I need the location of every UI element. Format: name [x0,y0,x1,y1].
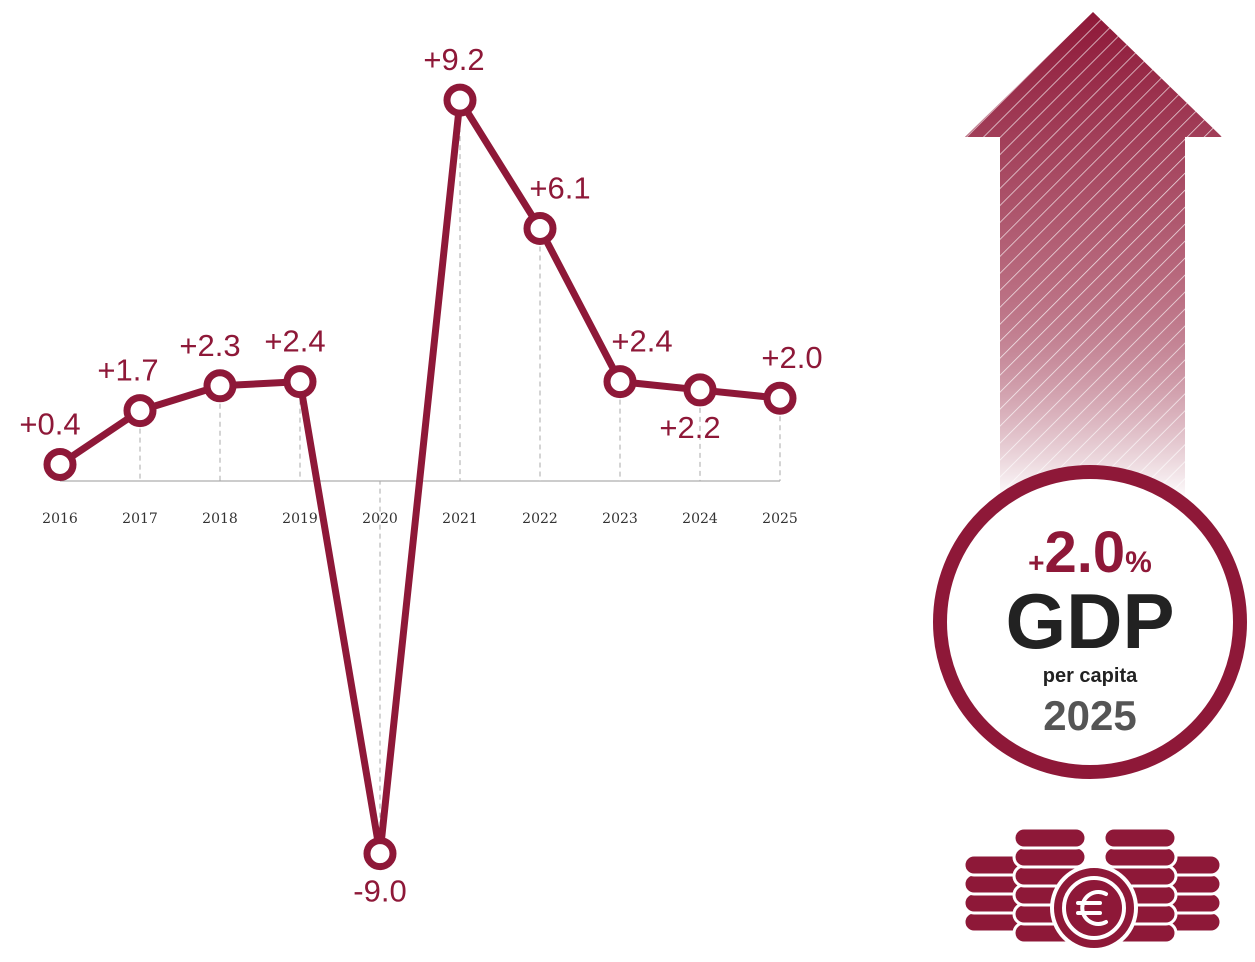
value-label: +9.2 [423,42,484,77]
line [58,96,781,858]
value-label: +6.1 [529,170,590,205]
point [123,394,157,428]
x-tick-label: 2020 [362,511,398,527]
x-tick-label: 2019 [282,511,318,527]
point [43,447,77,481]
point [443,83,477,117]
callout: +2.0% GDP per capita 2025 [933,465,1247,779]
point [283,365,317,399]
callout-year: 2025 [1043,692,1136,739]
x-tick-label: 2018 [202,511,238,527]
coins-icon [962,826,1223,952]
callout-subtitle: per capita [1043,665,1138,687]
euro-ring [1062,876,1126,940]
callout-unit: % [1125,546,1152,579]
line-chart: 2016 2017 2018 2019 2020 2021 2022 2023 2024 2025… [19,42,822,908]
coin [1102,845,1178,869]
x-tick-label: 2021 [442,511,478,527]
x-tick-label: 2022 [522,511,558,527]
coin [1012,845,1088,869]
value-label: -9.0 [353,874,406,909]
euro-sign [1076,890,1108,926]
value-label: +1.7 [97,353,158,388]
x-tick-label: 2023 [602,511,638,527]
value-label: +2.4 [611,324,672,359]
value-label: +2.0 [761,340,822,375]
callout-sign: + [1028,547,1044,578]
arrow [965,12,1222,500]
value-label: +2.4 [264,324,325,359]
point [203,369,237,403]
point [763,381,797,415]
value-label: +2.3 [179,328,240,363]
value-label: +2.2 [659,410,720,445]
point [523,211,557,245]
callout-title: GDP [1005,577,1174,665]
callout-value: +2.0% [1028,520,1152,585]
point [683,373,717,407]
point [603,365,637,399]
value-label: +0.4 [19,406,80,441]
x-tick-label: 2016 [42,511,78,527]
coin [1012,826,1088,850]
x-tick-label: 2024 [682,511,718,527]
x-tick-label: 2017 [122,511,158,527]
point [363,837,397,871]
callout-number: 2.0 [1045,520,1126,585]
x-tick-label: 2025 [762,511,798,527]
coin [1102,826,1178,850]
